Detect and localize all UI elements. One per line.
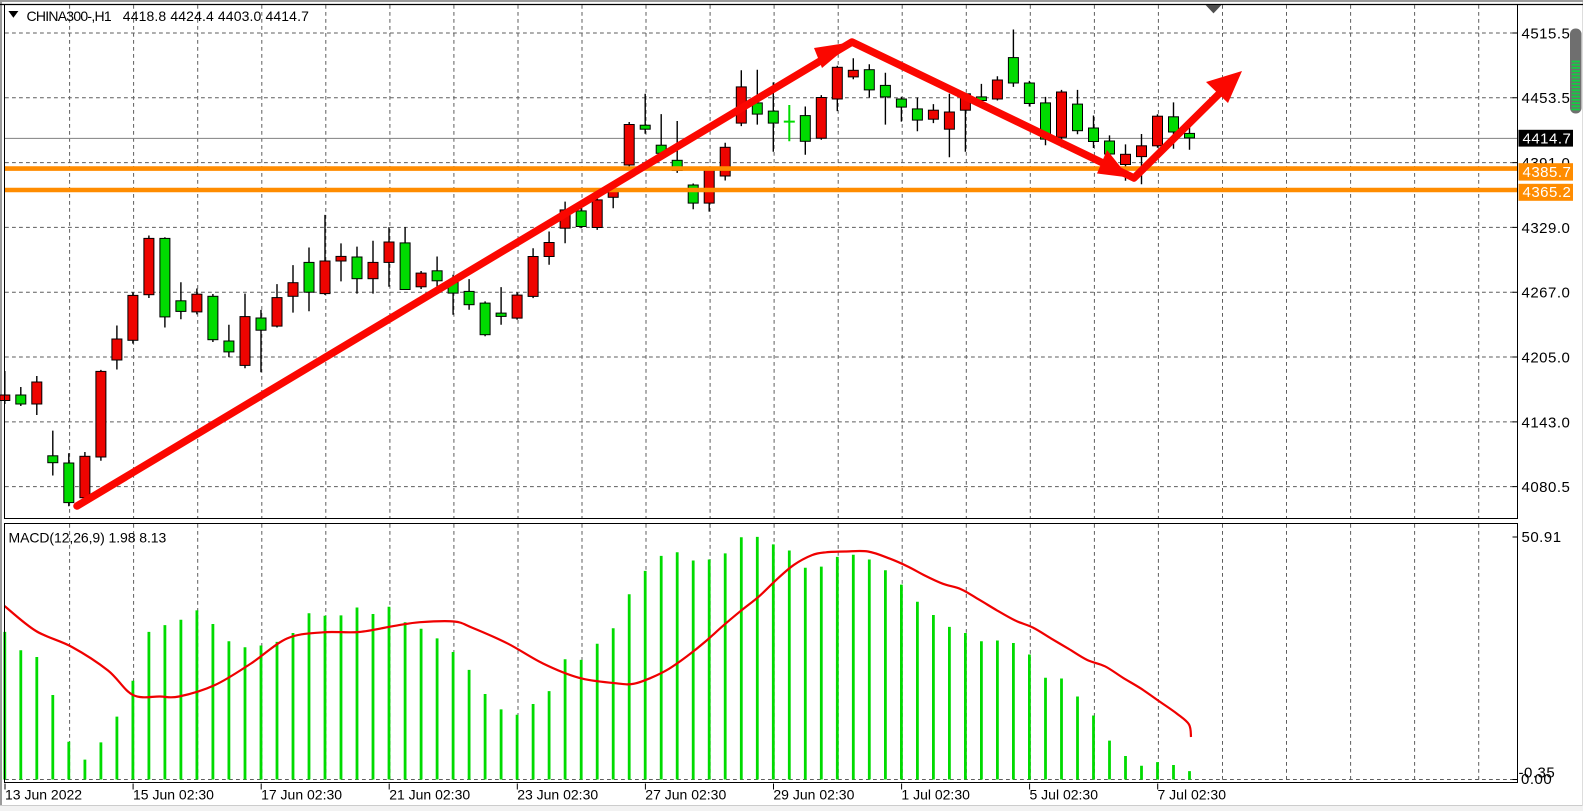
svg-text:13 Jun 2022: 13 Jun 2022	[5, 787, 82, 803]
svg-text:50.91: 50.91	[1522, 529, 1562, 546]
svg-text:MACD(12,26,9) 1.98 8.13: MACD(12,26,9) 1.98 8.13	[9, 530, 167, 546]
svg-text:21 Jun 02:30: 21 Jun 02:30	[389, 787, 470, 803]
svg-text:4329.0: 4329.0	[1522, 220, 1571, 237]
svg-text:23 Jun 02:30: 23 Jun 02:30	[517, 787, 598, 803]
svg-text:0.00: 0.00	[1521, 771, 1552, 788]
svg-text:4080.5: 4080.5	[1522, 479, 1571, 496]
svg-text:15 Jun 02:30: 15 Jun 02:30	[133, 787, 214, 803]
svg-text:4453.5: 4453.5	[1522, 90, 1571, 107]
svg-text:4267.0: 4267.0	[1522, 285, 1571, 302]
svg-text:27 Jun 02:30: 27 Jun 02:30	[645, 787, 726, 803]
svg-text:17 Jun 02:30: 17 Jun 02:30	[261, 787, 342, 803]
svg-text:1 Jul 02:30: 1 Jul 02:30	[901, 787, 970, 803]
svg-text:4414.7: 4414.7	[1523, 130, 1572, 147]
svg-text:4143.0: 4143.0	[1522, 414, 1571, 431]
svg-text:7 Jul 02:30: 7 Jul 02:30	[1158, 787, 1227, 803]
svg-text:4205.0: 4205.0	[1522, 349, 1571, 366]
svg-text:-0.35: -0.35	[1519, 765, 1556, 782]
svg-text:5 Jul 02:30: 5 Jul 02:30	[1030, 787, 1099, 803]
svg-text:4515.5: 4515.5	[1522, 25, 1571, 42]
svg-text:29 Jun 02:30: 29 Jun 02:30	[773, 787, 854, 803]
svg-text:4385.7: 4385.7	[1523, 164, 1572, 181]
svg-text:4365.2: 4365.2	[1523, 184, 1572, 201]
